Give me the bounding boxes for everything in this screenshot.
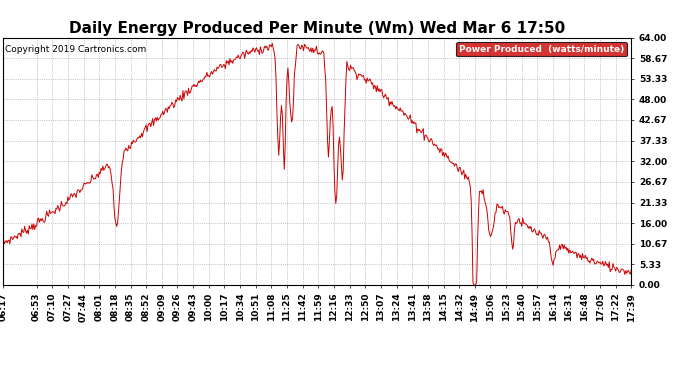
Title: Daily Energy Produced Per Minute (Wm) Wed Mar 6 17:50: Daily Energy Produced Per Minute (Wm) We… [69,21,566,36]
Legend: Power Produced  (watts/minute): Power Produced (watts/minute) [456,42,627,56]
Text: Copyright 2019 Cartronics.com: Copyright 2019 Cartronics.com [5,45,146,54]
